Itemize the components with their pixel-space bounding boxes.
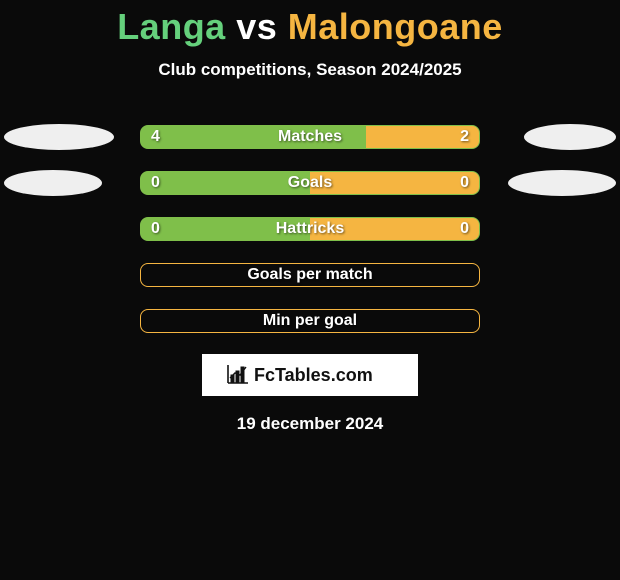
right-ellipse-icon <box>524 124 616 150</box>
player1-name: Langa <box>117 6 226 47</box>
stat-label: Min per goal <box>141 310 479 332</box>
stat-label: Matches <box>141 126 479 148</box>
stat-row: Goals per match <box>0 252 620 298</box>
stat-bar: Min per goal <box>140 309 480 333</box>
right-ellipse-icon <box>508 170 616 196</box>
stat-bar: 00Hattricks <box>140 217 480 241</box>
footer-date: 19 december 2024 <box>0 414 620 434</box>
stat-row: Min per goal <box>0 298 620 344</box>
page-title: Langa vs Malongoane <box>0 6 620 48</box>
subtitle: Club competitions, Season 2024/2025 <box>0 60 620 80</box>
stat-bar: 42Matches <box>140 125 480 149</box>
stat-rows-container: 42Matches 00Goals 00Hattricks Goals per mat… <box>0 114 620 344</box>
stat-bar: Goals per match <box>140 263 480 287</box>
stat-row: 00Hattricks <box>0 206 620 252</box>
stat-label: Goals per match <box>141 264 479 286</box>
left-ellipse-icon <box>4 170 102 196</box>
stat-label: Hattricks <box>141 218 479 240</box>
stats-comparison-card: Langa vs Malongoane Club competitions, S… <box>0 0 620 580</box>
source-box: FcTables.com <box>202 354 418 396</box>
stat-row: 42Matches <box>0 114 620 160</box>
left-ellipse-icon <box>4 124 114 150</box>
player2-name: Malongoane <box>288 6 503 47</box>
vs-separator: vs <box>236 6 277 47</box>
stat-bar: 00Goals <box>140 171 480 195</box>
source-text: FcTables.com <box>254 365 373 385</box>
stat-row: 00Goals <box>0 160 620 206</box>
source-logo-icon: FcTables.com <box>220 361 400 389</box>
stat-label: Goals <box>141 172 479 194</box>
